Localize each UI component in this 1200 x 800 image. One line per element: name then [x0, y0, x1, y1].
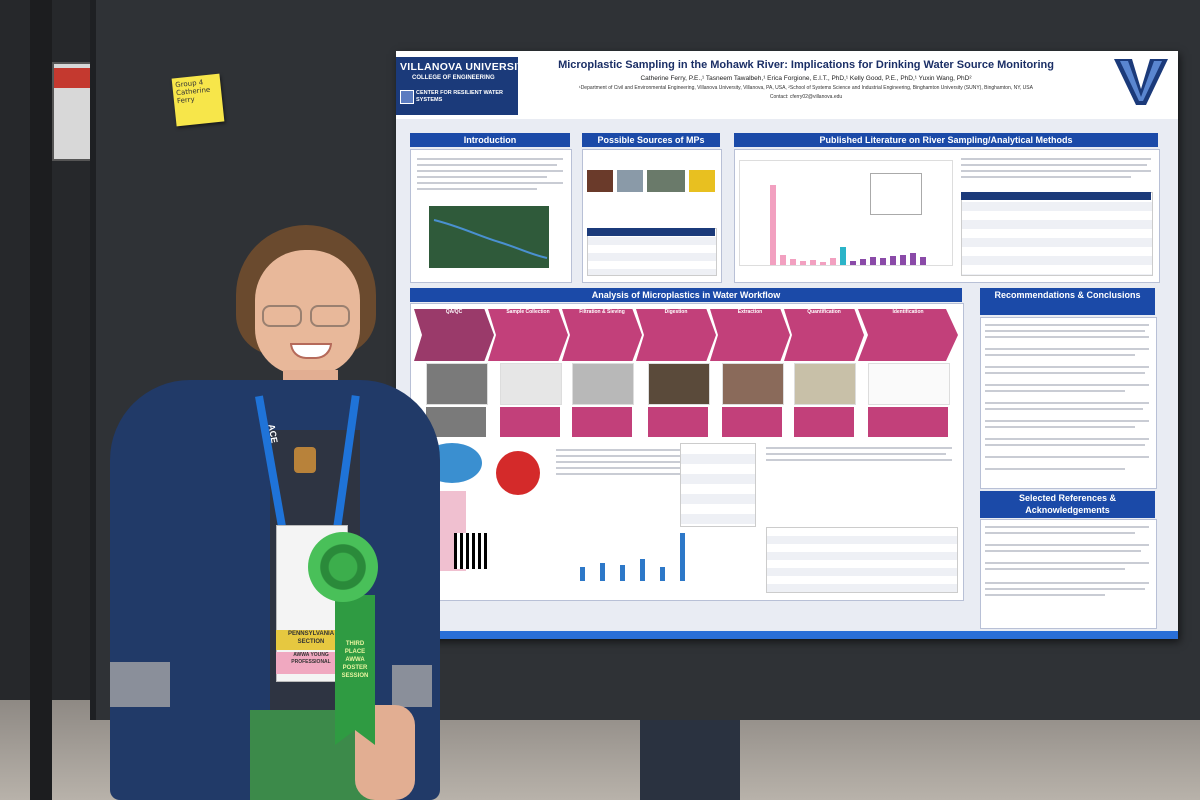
tire-wear-photo [587, 170, 613, 192]
sleeve-cuff [110, 662, 170, 707]
award-ribbon [335, 595, 375, 745]
stop-icon [496, 451, 540, 495]
badge-role-label: AWWA YOUNG PROFESSIONAL [276, 652, 346, 674]
workflow-photo [868, 363, 950, 405]
glasses-icon [310, 305, 350, 327]
recommendations-panel [980, 317, 1157, 489]
infrastructure-photo [647, 170, 685, 192]
poster-footer-bar [396, 631, 1178, 639]
workflow-step-filtration: Filtration & Sieving [562, 309, 642, 361]
university-logo-block: VILLANOVA UNIVERSITY COLLEGE OF ENGINEER… [396, 57, 531, 115]
references-panel [980, 519, 1157, 629]
glasses-icon [262, 305, 302, 327]
background-sign [52, 62, 92, 161]
workflow-step-digestion: Digestion [636, 309, 716, 361]
workflow-photo [648, 363, 710, 405]
section-workflow-heading: Analysis of Microplastics in Water Workf… [410, 288, 962, 302]
workflow-step-extraction: Extraction [710, 309, 790, 361]
introduction-panel [410, 149, 572, 283]
workflow-photo [426, 363, 488, 405]
necklace-pendant [294, 447, 316, 473]
river-abundance-chart [739, 160, 953, 266]
award-ribbon-text: THIRD PLACE AWWA POSTER SESSION [341, 641, 369, 679]
university-name: VILLANOVA UNIVERSITY [400, 61, 532, 73]
section-recommendations-heading: Recommendations & Conclusions [980, 288, 1155, 315]
river-map-image [429, 206, 549, 268]
workflow-step-identification: Identification [858, 309, 958, 361]
board-pole [30, 0, 52, 800]
hours-table [680, 443, 756, 527]
center-logo-icon [400, 90, 414, 104]
award-rosette-icon [308, 532, 378, 602]
sleeve-cuff [392, 665, 432, 707]
section-literature-heading: Published Literature on River Sampling/A… [734, 133, 1158, 147]
section-introduction-heading: Introduction [410, 133, 570, 147]
section-sources-heading: Possible Sources of MPs [582, 133, 720, 147]
mda-table [766, 443, 958, 593]
lanyard-text: ACE [266, 423, 280, 444]
workflow-photo [794, 363, 856, 405]
qr-code-icon [454, 533, 490, 569]
research-poster: VILLANOVA UNIVERSITY COLLEGE OF ENGINEER… [396, 51, 1178, 639]
poster-contact: Contact: cferry02@villanova.edu [769, 94, 843, 100]
poster-title: Microplastic Sampling in the Mohawk Rive… [558, 59, 1054, 71]
sources-panel [582, 149, 722, 283]
workflow-step-qaqc: QA/QC [414, 309, 494, 361]
workflow-step-quantification: Quantification [784, 309, 864, 361]
workflow-photo [500, 363, 562, 405]
dryer-fiber-photo [617, 170, 643, 192]
workflow-photo [722, 363, 784, 405]
poster-authors: Catherine Ferry, P.E.,¹ Tasneem Tawalbeh… [640, 75, 972, 82]
center-name: CENTER FOR RESILIENT WATER SYSTEMS [416, 90, 503, 103]
poster-header [396, 51, 1178, 119]
badge-section-label: PENNSYLVANIA SECTION [276, 630, 346, 650]
sources-table [587, 228, 717, 276]
road-paint-photo [689, 170, 715, 192]
villanova-v-logo-icon [1114, 59, 1168, 105]
background-person [640, 720, 740, 800]
particle-count-chart [564, 521, 714, 581]
sticky-note: Group 4 Catherine Ferry [171, 73, 225, 127]
workflow-photo [572, 363, 634, 405]
workflow-step-collection: Sample Collection [488, 309, 568, 361]
college-name: COLLEGE OF ENGINEERING [412, 75, 495, 81]
section-references-heading: Selected References & Acknowledgements [980, 491, 1155, 518]
guidance-table [961, 192, 1153, 276]
literature-panel [734, 149, 1160, 283]
poster-affiliations: ¹Department of Civil and Environmental E… [579, 85, 1033, 91]
